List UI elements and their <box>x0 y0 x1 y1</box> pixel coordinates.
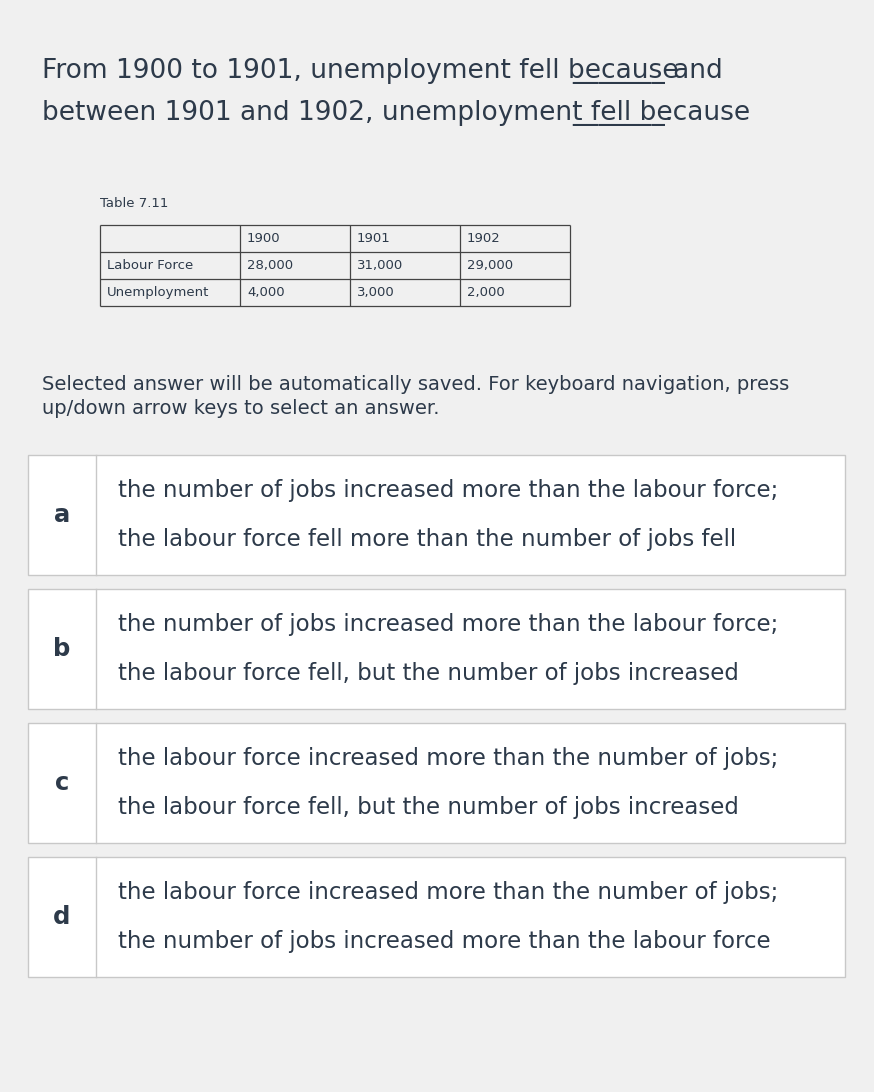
Text: Unemployment: Unemployment <box>107 286 210 299</box>
Bar <box>28 455 845 575</box>
Text: 4,000: 4,000 <box>247 286 285 299</box>
Text: 28,000: 28,000 <box>247 259 293 272</box>
Text: between 1901 and 1902, unemployment fell because: between 1901 and 1902, unemployment fell… <box>42 100 750 126</box>
Text: the labour force fell, but the number of jobs increased: the labour force fell, but the number of… <box>118 662 739 685</box>
Text: a: a <box>54 503 70 527</box>
Text: d: d <box>53 905 71 929</box>
Text: 1900: 1900 <box>247 232 281 245</box>
Text: Selected answer will be automatically saved. For keyboard navigation, press: Selected answer will be automatically sa… <box>42 375 789 394</box>
Text: 1901: 1901 <box>357 232 391 245</box>
Bar <box>28 723 845 843</box>
Text: the labour force fell, but the number of jobs increased: the labour force fell, but the number of… <box>118 796 739 819</box>
Bar <box>28 857 845 977</box>
Text: 1902: 1902 <box>467 232 501 245</box>
Text: From 1900 to 1901, unemployment fell because: From 1900 to 1901, unemployment fell bec… <box>42 58 678 84</box>
Text: 3,000: 3,000 <box>357 286 395 299</box>
Text: _______.: _______. <box>572 100 673 126</box>
Text: Table 7.11: Table 7.11 <box>100 197 169 210</box>
Text: the number of jobs increased more than the labour force: the number of jobs increased more than t… <box>118 930 771 953</box>
Text: 29,000: 29,000 <box>467 259 513 272</box>
Text: _______ and: _______ and <box>572 58 723 84</box>
Text: b: b <box>53 637 71 661</box>
Text: the labour force increased more than the number of jobs;: the labour force increased more than the… <box>118 747 778 770</box>
Text: c: c <box>55 771 69 795</box>
Text: 2,000: 2,000 <box>467 286 505 299</box>
Text: up/down arrow keys to select an answer.: up/down arrow keys to select an answer. <box>42 399 440 418</box>
Text: the number of jobs increased more than the labour force;: the number of jobs increased more than t… <box>118 479 778 502</box>
Bar <box>28 589 845 709</box>
Text: the labour force increased more than the number of jobs;: the labour force increased more than the… <box>118 881 778 904</box>
Text: Labour Force: Labour Force <box>107 259 193 272</box>
Text: 31,000: 31,000 <box>357 259 403 272</box>
Text: the number of jobs increased more than the labour force;: the number of jobs increased more than t… <box>118 613 778 636</box>
Text: the labour force fell more than the number of jobs fell: the labour force fell more than the numb… <box>118 529 736 551</box>
